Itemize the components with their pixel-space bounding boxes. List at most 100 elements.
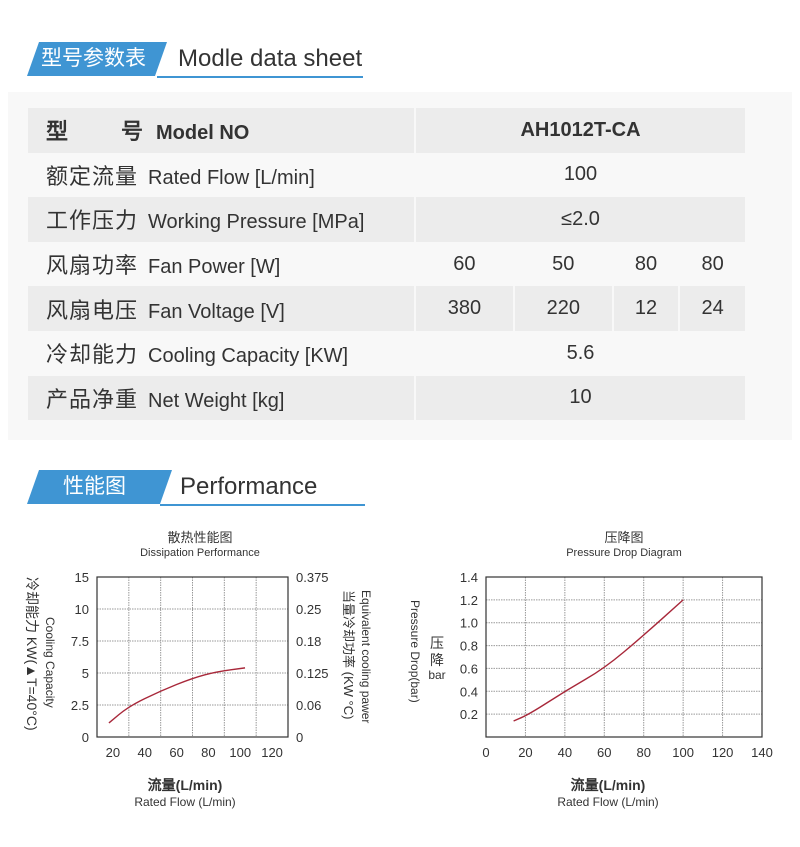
spec-table: 型 号 Model NO AH1012T-CA 额定流量 Rated Flow [L/…	[26, 108, 747, 421]
performance-tag: 性能图	[27, 470, 172, 504]
x-tick-label: 60	[169, 745, 183, 760]
table-cell: AH1012T-CA	[416, 108, 745, 153]
x-tick-label: 120	[712, 745, 734, 760]
y-tick-label: 0.6	[460, 661, 478, 676]
row-label-cn: 冷却能力	[46, 342, 139, 368]
y2-tick-label: 0	[296, 730, 303, 745]
table-cell: 50	[514, 241, 612, 287]
table-row: 冷却能力 Cooling Capacity [KW] 5.6	[28, 330, 745, 376]
row-label-cn: 风扇电压	[46, 297, 139, 323]
dissipation-chart: 20 40 60 80 100 120 0 2.5 5 7.5 10 15 0 0.06 0.125 0.18…	[24, 530, 373, 809]
y2-tick-label: 0.18	[296, 634, 321, 649]
y-tick-label: 1.0	[460, 616, 478, 631]
x-axis-label-en: Rated Flow (L/min)	[557, 795, 658, 809]
y2-tick-label: 0.06	[296, 698, 321, 713]
table-cell: 220	[514, 286, 612, 331]
table-cell: 12	[613, 286, 679, 331]
table-row: 风扇电压 Fan Voltage [V] 380 220 12 24	[28, 286, 745, 331]
x-tick-label: 80	[201, 745, 215, 760]
y2-tick-label: 0.125	[296, 666, 329, 681]
data-line	[513, 599, 684, 722]
pressure-drop-chart: 0 20 40 60 80 100 120 140 0.2 0.4 0.6 0.8 1.0 1.2 1.4 压…	[408, 530, 773, 809]
row-label-cn: 型	[46, 119, 70, 145]
table-cell: 380	[416, 286, 513, 331]
y-tick-label: 7.5	[71, 634, 89, 649]
row-label-en: Rated Flow [L/min]	[148, 166, 315, 189]
y-tick-label: 2.5	[71, 698, 89, 713]
y-axis-label-en: Pressure Drop(bar)	[408, 600, 422, 703]
y-tick-label: 0.2	[460, 707, 478, 722]
x-tick-label: 0	[482, 745, 489, 760]
performance-title: Performance	[180, 473, 318, 500]
y-tick-label: 1.4	[460, 570, 478, 585]
table-cell: 10	[416, 375, 745, 421]
table-cell: 60	[416, 241, 513, 287]
row-label-en: Cooling Capacity [KW]	[148, 345, 349, 368]
row-label-cn: 号	[120, 119, 144, 145]
x-axis-label: 流量(L/min)	[571, 777, 646, 793]
chart-title: 压降图	[604, 530, 643, 545]
table-row: 产品净重 Net Weight [kg] 10	[28, 375, 745, 421]
row-label-en: Fan Power [W]	[148, 256, 281, 279]
table-row: 额定流量 Rated Flow [L/min] 100	[28, 152, 745, 198]
y-axis-label-en: Cooling Capacity	[43, 617, 57, 708]
y-tick-label: 0	[82, 730, 89, 745]
row-label-en: Fan Voltage [V]	[148, 300, 285, 323]
x-tick-label: 40	[558, 745, 572, 760]
performance-section-header: 性能图 Performance	[27, 470, 367, 506]
table-row: 风扇功率 Fan Power [W] 60 50 80 80	[28, 241, 745, 287]
y-axis-unit: bar	[428, 668, 445, 682]
divider	[160, 504, 365, 506]
row-label-en: Model NO	[156, 122, 250, 145]
x-tick-label: 100	[229, 745, 251, 760]
table-cell: 80	[613, 241, 679, 287]
plot-frame	[96, 576, 289, 738]
x-axis-label: 流量(L/min)	[148, 777, 223, 793]
plot-frame	[485, 576, 763, 738]
x-tick-label: 20	[106, 745, 120, 760]
table-row: 型 号 Model NO AH1012T-CA	[28, 108, 745, 153]
divider	[157, 76, 363, 78]
row-label-en: Net Weight [kg]	[148, 389, 285, 412]
table-cell: 100	[416, 152, 745, 198]
table-cell: 5.6	[416, 330, 745, 376]
row-label-cn: 工作压力	[46, 208, 139, 234]
datasheet-section-header: 型号参数表 Modle data sheet	[27, 42, 367, 78]
y2-tick-label: 0.25	[296, 602, 321, 617]
x-tick-label: 40	[138, 745, 152, 760]
datasheet-tag: 型号参数表	[27, 42, 167, 76]
y2-axis-label-en: Equivalent cooling pawer	[359, 590, 373, 723]
y-tick-label: 10	[75, 602, 89, 617]
x-tick-label: 20	[518, 745, 532, 760]
y-axis-label: 冷却能力 KW(▲T=40°C)	[24, 577, 40, 731]
x-tick-label: 120	[261, 745, 283, 760]
row-label-cn: 额定流量	[46, 163, 139, 189]
row-label-en: Working Pressure [MPa]	[148, 211, 365, 234]
y-tick-label: 15	[75, 570, 89, 585]
y-tick-label: 1.2	[460, 593, 478, 608]
y-axis-label: 压	[430, 635, 444, 651]
chart-subtitle: Dissipation Performance	[140, 547, 260, 559]
chart-subtitle: Pressure Drop Diagram	[566, 547, 682, 559]
table-cell: 24	[680, 286, 745, 331]
y-tick-label: 0.4	[460, 684, 478, 699]
table-row: 工作压力 Working Pressure [MPa] ≤2.0	[28, 197, 745, 242]
y2-axis-label: 当量冷却功率 (KW °C)	[341, 590, 356, 719]
y2-tick-label: 0.375	[296, 570, 329, 585]
y-axis-label: 降	[430, 652, 444, 668]
x-tick-label: 140	[751, 745, 773, 760]
row-label-cn: 风扇功率	[46, 253, 139, 279]
x-tick-label: 80	[636, 745, 650, 760]
row-label-cn: 产品净重	[46, 386, 139, 412]
datasheet-title: Modle data sheet	[178, 45, 363, 72]
data-line	[108, 667, 246, 724]
x-tick-label: 60	[597, 745, 611, 760]
y-tick-label: 0.8	[460, 639, 478, 654]
y-tick-label: 5	[82, 666, 89, 681]
x-axis-label-en: Rated Flow (L/min)	[134, 795, 235, 809]
table-cell: 80	[680, 241, 745, 287]
x-tick-label: 100	[672, 745, 694, 760]
chart-title: 散热性能图	[167, 530, 232, 545]
table-cell: ≤2.0	[416, 197, 745, 242]
